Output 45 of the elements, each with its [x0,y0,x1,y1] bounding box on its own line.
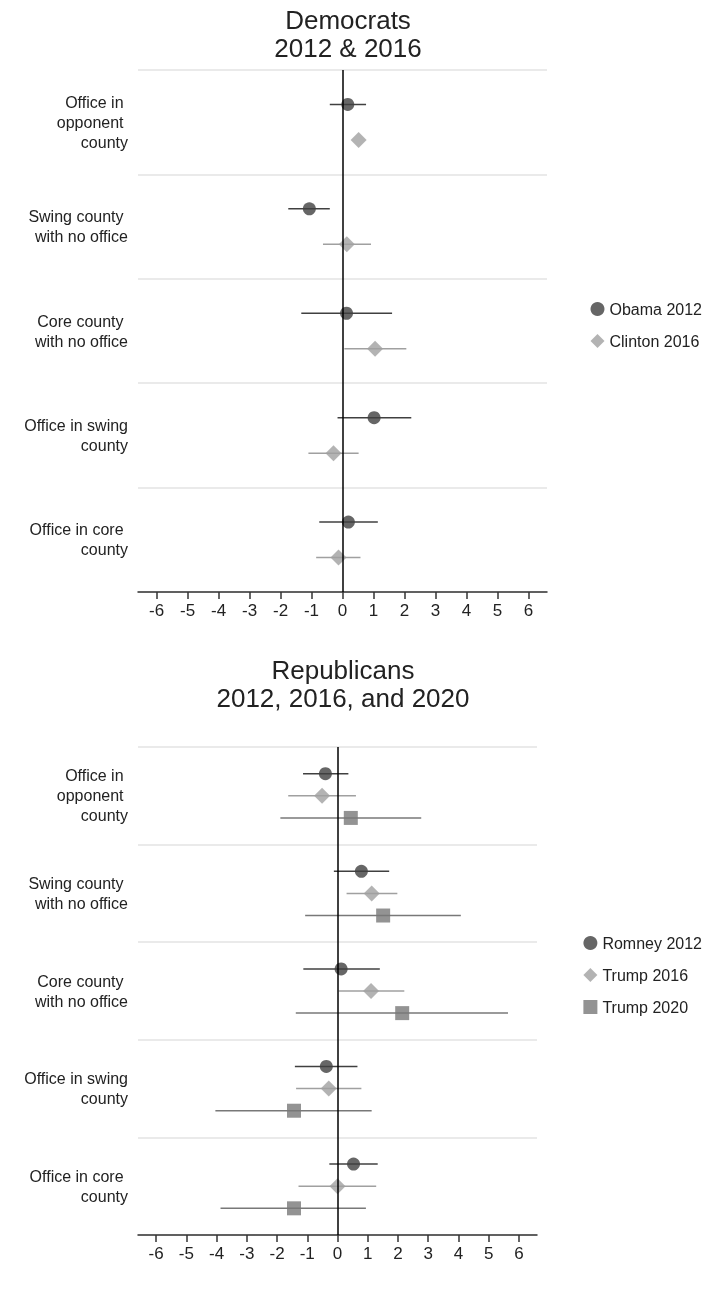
x-tick-label: -5 [180,601,196,620]
x-tick-label: 3 [430,601,441,620]
x-tick-label: 0 [332,1244,343,1263]
x-tick-label: -3 [241,601,258,620]
y-tick-label: Office in core county [29,521,128,559]
x-tick-label: -6 [149,601,165,620]
x-tick-label: -2 [269,1244,285,1263]
x-tick-label: -4 [209,1244,225,1263]
x-tick-label: 4 [461,601,472,620]
chart-title: Republicans [271,655,415,685]
x-tick-label: 2 [393,1244,403,1263]
x-tick-label: 5 [483,1244,494,1263]
x-tick-label: -2 [272,601,289,620]
x-tick-label: -6 [148,1244,164,1263]
x-tick-label: -1 [299,1244,315,1263]
legend-label: Romney 2012 [602,934,703,952]
y-tick-label: Core county with no office [33,312,129,350]
x-tick-label: -4 [211,601,227,620]
y-tick-label: Office in swing county [24,1070,128,1108]
x-tick-label: 3 [423,1244,433,1263]
legend-label: Trump 2020 [602,998,689,1016]
legend-label: Clinton 2016 [609,332,700,350]
x-tick-label: -5 [178,1244,194,1263]
x-tick-label: 4 [453,1244,464,1263]
x-tick-label: 6 [514,1244,524,1263]
x-tick-label: 1 [362,1244,373,1263]
x-tick-label: 0 [337,601,348,620]
y-tick-label: Office in opponent county [56,767,128,825]
chart-subtitle: 2012 & 2016 [274,33,422,63]
y-tick-label: Swing county with no office [28,208,129,246]
y-tick-label: Office in opponent county [56,93,128,151]
y-tick-label: Office in core county [29,1167,128,1205]
x-tick-label: 1 [368,601,379,620]
y-tick-label: Office in swing county [24,416,128,454]
y-tick-label: Core county with no office [33,972,129,1010]
legend-label: Obama 2012 [609,300,703,318]
x-tick-label: -1 [303,601,320,620]
chart-subtitle: 2012, 2016, and 2020 [216,683,470,713]
x-tick-label: -3 [239,1244,255,1263]
x-tick-label: 6 [523,601,534,620]
chart-title: Democrats [285,5,411,35]
x-tick-label: 5 [492,601,503,620]
legend-label: Trump 2016 [602,966,689,984]
x-tick-label: 2 [399,601,410,620]
y-tick-label: Swing county with no office [28,874,129,912]
